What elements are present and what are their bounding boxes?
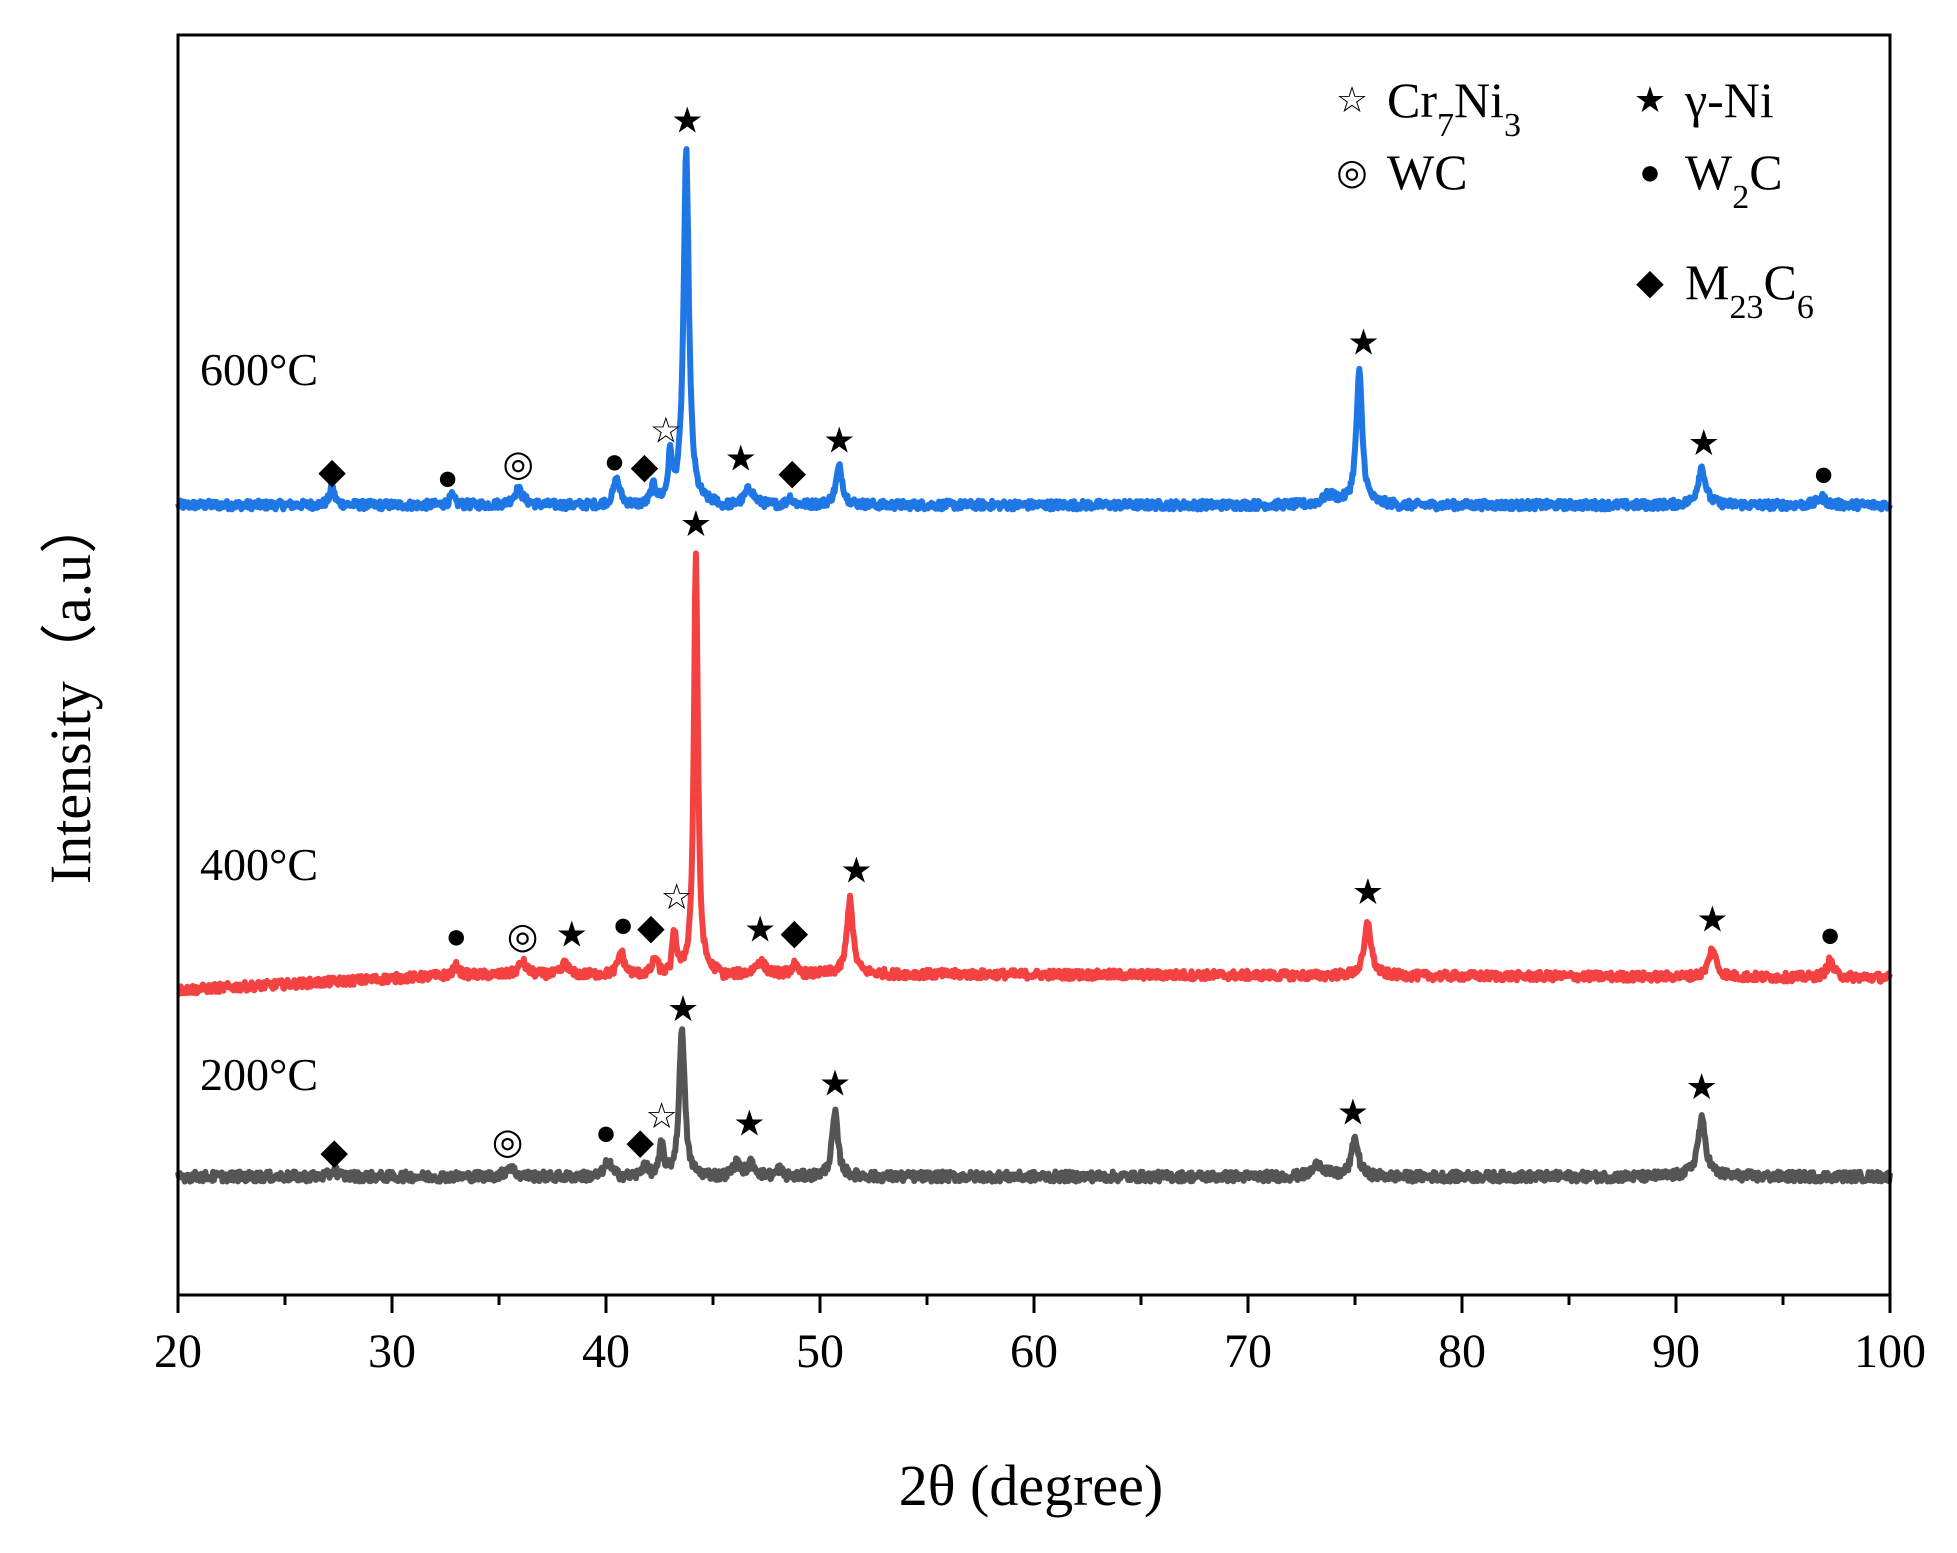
legend-label-gni: γ-Ni [1684,72,1774,128]
peak-marker-m23c6: ◆ [631,446,659,486]
peak-marker-gni: ★ [667,989,699,1029]
legend-subscript: 6 [1797,289,1814,326]
legend-symbol-cr7ni3: ☆ [1336,80,1368,120]
peak-marker-gni: ★ [819,1063,851,1103]
x-tick-label: 50 [796,1325,844,1378]
x-axis: 20 30 40 50 60 70 80 90 100 [154,1295,1926,1378]
legend-text: W [1685,144,1733,200]
peak-marker-gni: ★ [733,1104,765,1144]
peak-marker-m23c6: ◆ [626,1121,654,1161]
peak-marker-gni: ★ [1696,900,1728,940]
x-tick-label: 70 [1224,1325,1272,1378]
peak-marker-gni: ★ [1688,423,1720,463]
peak-marker-gni: ★ [840,850,872,890]
legend-text: M [1685,254,1729,310]
series-line-0 [175,146,1893,513]
peak-marker-gni: ★ [1347,322,1379,362]
peak-marker-gni: ★ [671,101,703,141]
legend: ☆ Cr7Ni3★ γ-Ni◎ WC ● W2C◆ M23C6 [1336,72,1814,326]
x-tick-label: 60 [1010,1325,1058,1378]
x-tick-label: 80 [1438,1325,1486,1378]
peak-marker-cr7ni3: ☆ [645,1096,677,1136]
legend-text: C [1749,144,1782,200]
peak-marker-w2c: ● [445,916,467,956]
peak-marker-cr7ni3: ☆ [660,877,692,917]
legend-subscript: 23 [1729,289,1763,326]
x-tick-label: 100 [1854,1325,1926,1378]
peak-marker-m23c6: ◆ [780,912,808,952]
peak-marker-w2c: ● [437,457,459,497]
legend-text: C [1763,254,1796,310]
x-tick-label: 30 [368,1325,416,1378]
legend-subscript: 3 [1504,107,1521,144]
series-label-1: 400°C [200,839,318,890]
legend-symbol-wc: ◎ [1336,152,1367,192]
legend-text: γ-Ni [1684,72,1774,128]
peak-marker-gni: ★ [1352,872,1384,912]
peak-marker-w2c: ● [1813,453,1835,493]
peak-marker-gni: ★ [725,438,757,478]
legend-text: Cr [1387,72,1437,128]
legend-label-cr7ni3: Cr7Ni3 [1387,72,1521,144]
peak-marker-gni: ★ [556,915,588,955]
legend-symbol-gni: ★ [1634,80,1666,120]
peak-marker-gni: ★ [680,504,712,544]
legend-label-m23c6: M23C6 [1685,254,1814,326]
marker-layer: ◆ ● ◎ ● ◆☆★★ ◆★★★●● ◎ ★ ● ◆☆★★ ◆★★★ ●◆ ◎ ● ◆☆★★★★★ [318,101,1841,1172]
legend-symbol-w2c: ● [1639,152,1661,192]
legend-text: WC [1387,144,1468,200]
peak-marker-m23c6: ◆ [320,1131,348,1171]
x-tick-label: 90 [1652,1325,1700,1378]
peak-marker-m23c6: ◆ [318,451,346,491]
peak-marker-m23c6: ◆ [637,907,665,947]
peak-marker-wc: ◎ [507,916,538,956]
peak-marker-gni: ★ [744,910,776,950]
legend-subscript: 2 [1732,179,1749,216]
y-axis-title: Intensity（a.u） [38,496,103,884]
x-tick-label: 40 [582,1325,630,1378]
series-labels: 600°C 400°C 200°C [200,344,318,1100]
peak-marker-gni: ★ [1686,1067,1718,1107]
peak-marker-gni: ★ [823,421,855,461]
x-axis-title: 2θ (degree) [899,1453,1163,1518]
peak-marker-cr7ni3: ☆ [650,411,682,451]
peak-marker-w2c: ● [1819,915,1841,955]
peak-marker-gni: ★ [1337,1092,1369,1132]
legend-symbol-m23c6: ◆ [1636,262,1664,302]
peak-marker-wc: ◎ [503,443,534,483]
peak-marker-m23c6: ◆ [778,452,806,492]
series-line-2 [175,1026,1893,1185]
peak-marker-wc: ◎ [492,1121,523,1161]
legend-label-wc: WC [1387,144,1468,200]
legend-subscript: 7 [1437,107,1454,144]
x-tick-label: 20 [154,1325,202,1378]
series-label-2: 200°C [200,1049,318,1100]
series-label-0: 600°C [200,344,318,395]
peak-marker-w2c: ● [612,905,634,945]
series-layer [175,146,1893,1185]
peak-marker-w2c: ● [595,1112,617,1152]
peak-marker-w2c: ● [604,441,626,481]
series-line-1 [175,550,1893,997]
legend-label-w2c: W2C [1685,144,1783,216]
legend-text: Ni [1454,72,1504,128]
